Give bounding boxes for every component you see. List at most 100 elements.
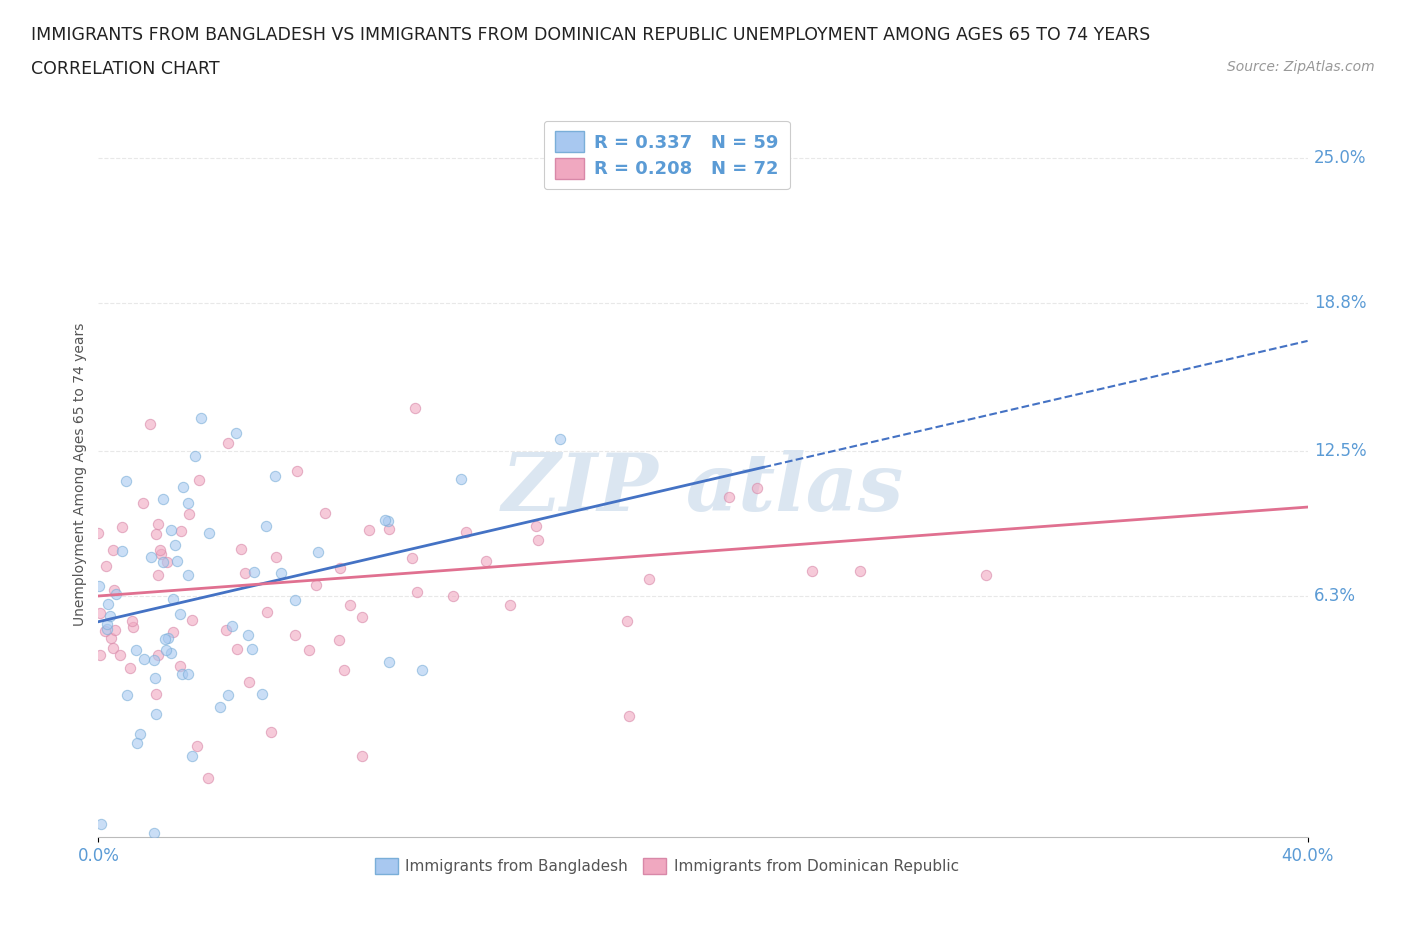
Point	[149, 543, 172, 558]
Point	[350, 749, 373, 764]
Point	[217, 688, 239, 703]
Point	[450, 472, 472, 486]
Point	[142, 653, 165, 668]
Point	[233, 565, 256, 580]
Point	[146, 647, 169, 662]
Point	[378, 655, 401, 670]
Point	[377, 514, 399, 529]
Point	[100, 631, 122, 645]
Point	[974, 568, 997, 583]
Point	[155, 642, 177, 657]
Point	[125, 643, 148, 658]
Point	[801, 564, 824, 578]
Point	[548, 432, 571, 446]
Point	[378, 521, 401, 536]
Point	[181, 613, 204, 628]
Point	[298, 643, 321, 658]
Point	[190, 411, 212, 426]
Point	[332, 662, 354, 677]
Point	[250, 686, 273, 701]
Point	[339, 598, 361, 613]
Point	[152, 491, 174, 506]
Point	[104, 587, 127, 602]
Point	[314, 505, 336, 520]
Point	[186, 738, 208, 753]
Point	[160, 645, 183, 660]
Point	[169, 606, 191, 621]
Text: Source: ZipAtlas.com: Source: ZipAtlas.com	[1227, 60, 1375, 74]
Text: 6.3%: 6.3%	[1313, 587, 1355, 605]
Point	[350, 610, 373, 625]
Point	[115, 473, 138, 488]
Point	[103, 583, 125, 598]
Point	[181, 749, 204, 764]
Point	[162, 625, 184, 640]
Y-axis label: Unemployment Among Ages 65 to 74 years: Unemployment Among Ages 65 to 74 years	[73, 323, 87, 626]
Point	[160, 523, 183, 538]
Point	[169, 658, 191, 673]
Text: CORRELATION CHART: CORRELATION CHART	[31, 60, 219, 78]
Point	[96, 621, 118, 636]
Point	[215, 622, 238, 637]
Point	[104, 622, 127, 637]
Point	[139, 549, 162, 564]
Point	[617, 709, 640, 724]
Point	[307, 544, 329, 559]
Point	[132, 651, 155, 666]
Point	[198, 525, 221, 540]
Point	[188, 472, 211, 487]
Point	[231, 541, 253, 556]
Point	[94, 624, 117, 639]
Point	[217, 436, 239, 451]
Point	[638, 572, 661, 587]
Point	[177, 567, 200, 582]
Point	[374, 512, 396, 527]
Point	[87, 525, 110, 540]
Text: 25.0%: 25.0%	[1313, 150, 1367, 167]
Text: ZIP atlas: ZIP atlas	[502, 450, 904, 527]
Point	[616, 613, 638, 628]
Point	[266, 550, 288, 565]
Point	[157, 631, 180, 645]
Point	[527, 532, 550, 547]
Point	[225, 642, 247, 657]
Point	[139, 417, 162, 432]
Point	[359, 523, 381, 538]
Point	[456, 525, 478, 539]
Point	[127, 735, 149, 750]
Legend: Immigrants from Bangladesh, Immigrants from Dominican Republic: Immigrants from Bangladesh, Immigrants f…	[368, 852, 965, 880]
Point	[285, 463, 308, 478]
Point	[328, 632, 350, 647]
Point	[256, 604, 278, 619]
Point	[221, 618, 243, 633]
Point	[172, 480, 194, 495]
Point	[152, 554, 174, 569]
Point	[177, 496, 200, 511]
Point	[526, 518, 548, 533]
Point	[475, 553, 498, 568]
Point	[177, 506, 200, 521]
Point	[411, 663, 433, 678]
Point	[329, 561, 352, 576]
Point	[117, 688, 139, 703]
Point	[401, 551, 423, 565]
Point	[170, 524, 193, 538]
Point	[143, 825, 166, 840]
Point	[90, 817, 112, 831]
Point	[499, 598, 522, 613]
Point	[264, 469, 287, 484]
Point	[163, 538, 186, 552]
Point	[132, 496, 155, 511]
Point	[143, 671, 166, 685]
Point	[103, 641, 125, 656]
Point	[146, 516, 169, 531]
Point	[145, 707, 167, 722]
Point	[89, 647, 111, 662]
Point	[162, 591, 184, 606]
Point	[259, 724, 281, 739]
Point	[172, 666, 194, 681]
Point	[405, 584, 427, 599]
Point	[254, 519, 277, 534]
Point	[177, 666, 200, 681]
Point	[110, 648, 132, 663]
